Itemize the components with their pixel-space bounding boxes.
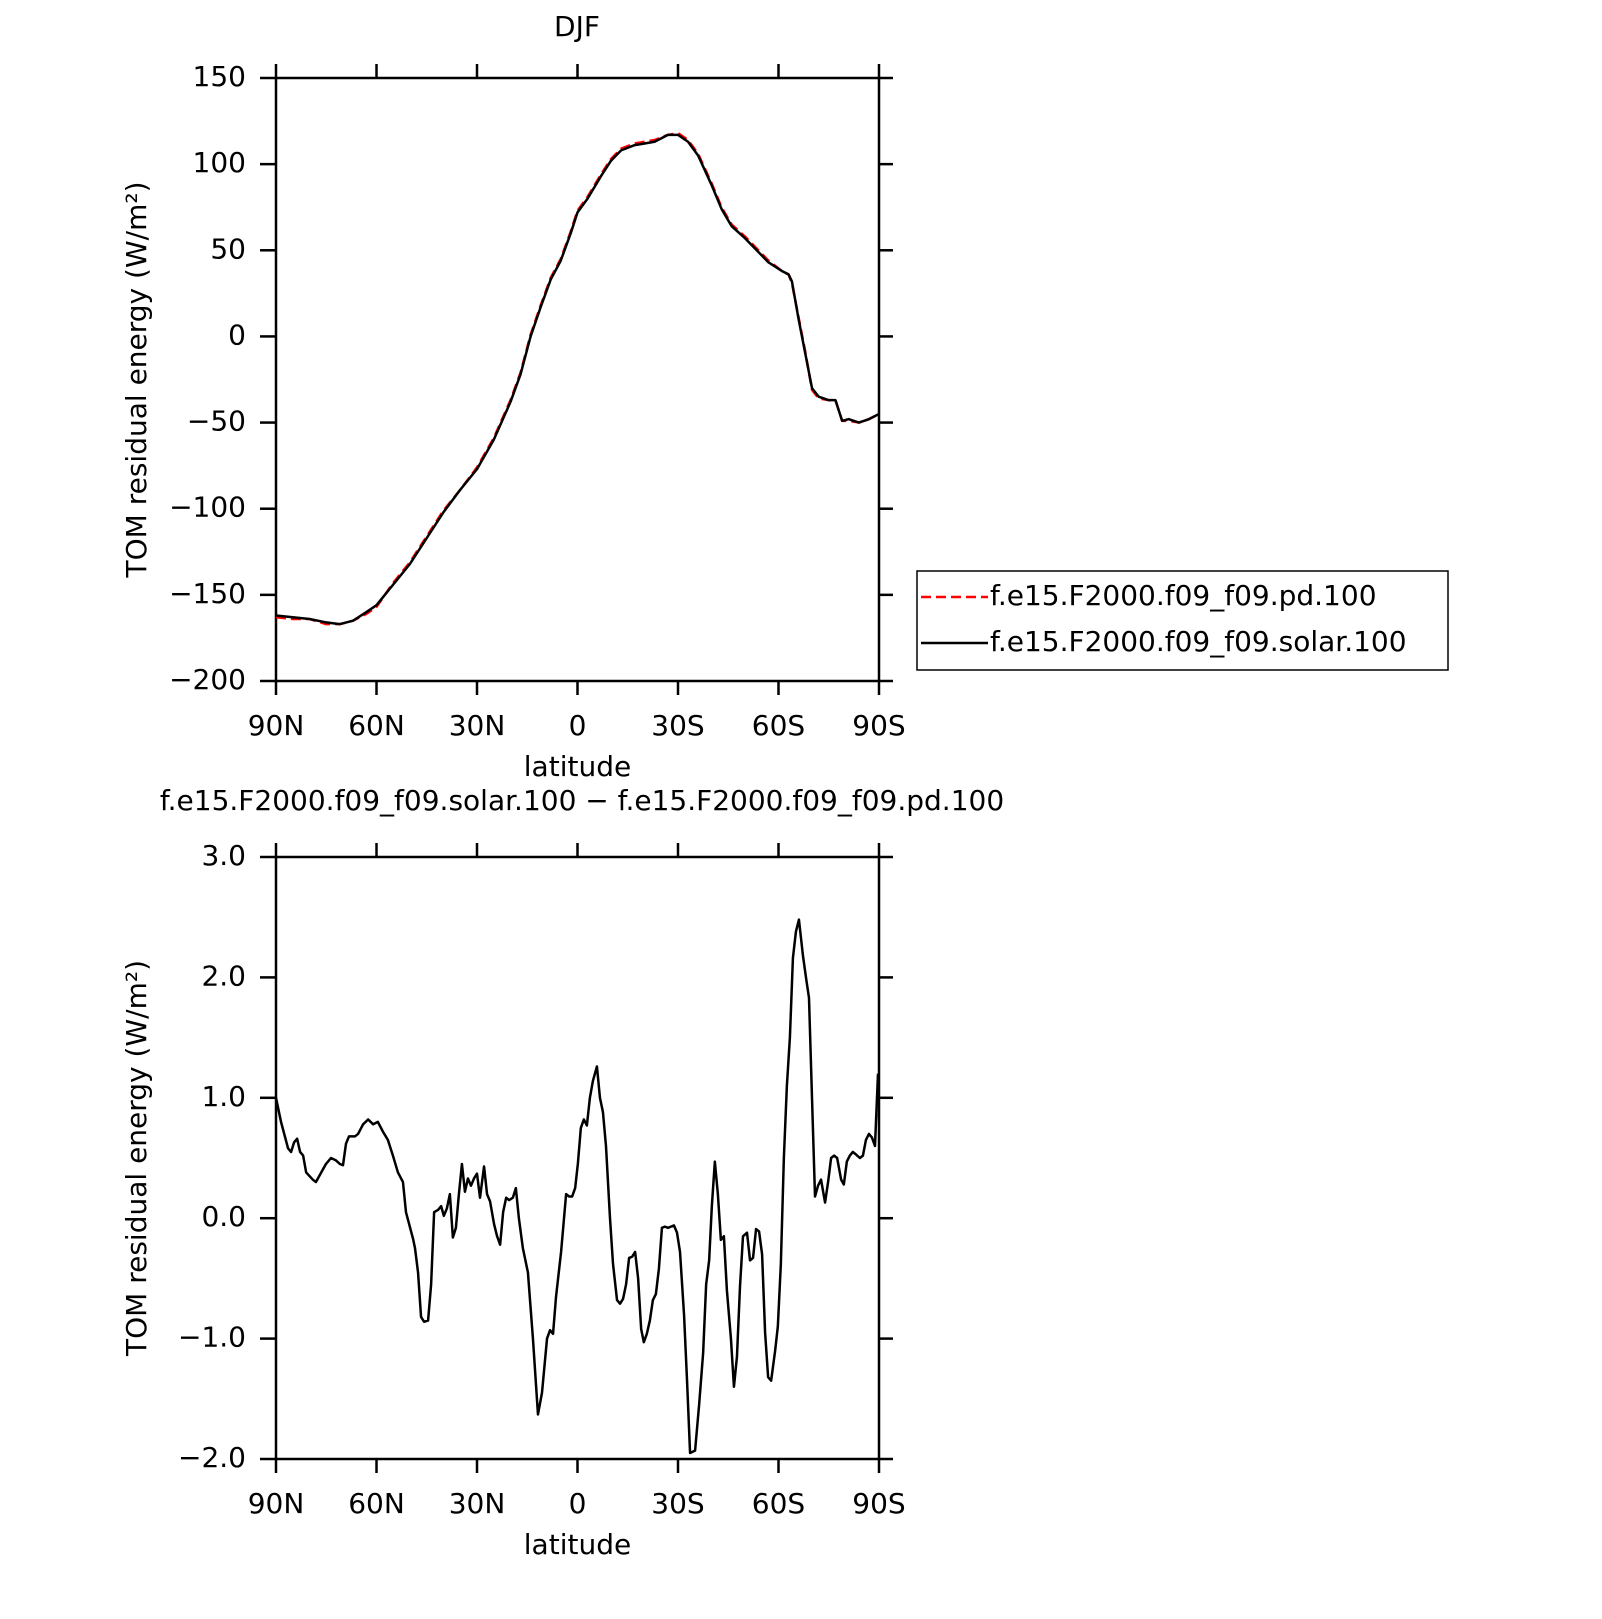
x-tick-label: 30S [651,709,704,742]
x-axis-label: latitude [524,750,631,783]
x-tick-label: 30N [449,709,506,742]
data-line [275,131,880,626]
y-tick-label: −150 [169,577,246,610]
x-tick-label: 90S [852,709,905,742]
x-axis-label: latitude [524,1528,631,1561]
y-tick-label: 100 [193,146,246,179]
x-tick-label: 60S [752,709,805,742]
chart-title: f.e15.F2000.f09_f09.solar.100 − f.e15.F2… [160,784,1004,817]
y-tick-label: −50 [187,405,246,438]
data-line [274,918,880,1455]
x-tick-label: 60N [348,1487,405,1520]
y-tick-label: −1.0 [178,1321,246,1354]
x-tick-label: 0 [569,709,587,742]
y-tick-label: 0 [228,318,246,351]
y-axis-label: TOM residual energy (W/m²) [120,960,153,1357]
y-axis-label: TOM residual energy (W/m²) [120,182,153,579]
y-tick-label: −100 [169,491,246,524]
x-tick-label: 90N [248,1487,305,1520]
x-tick-label: 0 [569,1487,587,1520]
legend-label: f.e15.F2000.f09_f09.pd.100 [990,579,1377,612]
x-tick-label: 90S [852,1487,905,1520]
plot-frame [274,76,881,683]
y-tick-label: 0.0 [201,1200,246,1233]
legend-label: f.e15.F2000.f09_f09.solar.100 [990,625,1407,658]
x-tick-label: 30N [449,1487,506,1520]
legend-box [916,570,1449,671]
y-tick-label: −200 [169,663,246,696]
y-tick-label: −2.0 [178,1441,246,1474]
x-tick-label: 60N [348,709,405,742]
y-tick-label: 50 [210,232,246,265]
y-tick-label: 3.0 [201,839,246,872]
chart-title: DJF [554,10,600,43]
y-tick-label: 2.0 [201,959,246,992]
x-tick-label: 30S [651,1487,704,1520]
x-tick-label: 90N [248,709,305,742]
x-tick-label: 60S [752,1487,805,1520]
data-line [275,133,880,626]
y-tick-label: 1.0 [201,1080,246,1113]
y-tick-label: 150 [193,60,246,93]
